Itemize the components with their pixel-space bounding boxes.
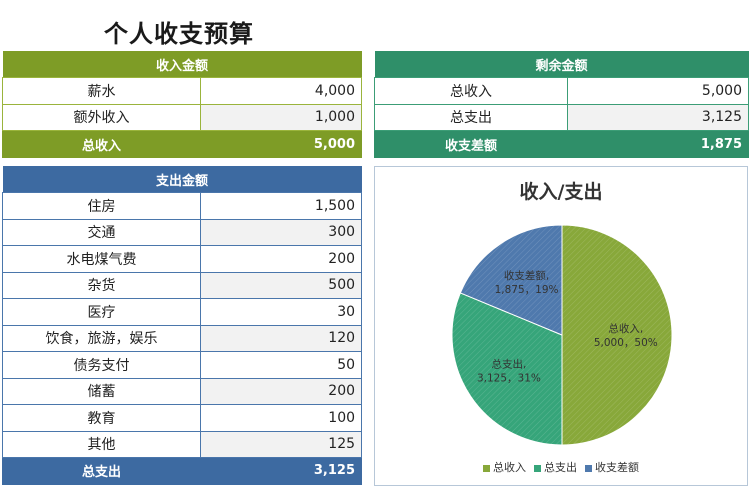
pie-data-label: 总收入, 5,000，50% [594,322,658,349]
expense-label[interactable]: 医疗 [2,298,201,326]
table-row: 杂货 500 [2,271,363,299]
expense-header: 支出金额 [2,166,362,193]
expense-label[interactable]: 水电煤气费 [2,245,201,273]
legend-swatch [585,464,592,472]
legend-swatch [534,464,541,472]
pie-slice-texture [452,292,562,445]
legend-item[interactable]: 总支出 [534,459,577,475]
expense-label[interactable]: 住房 [2,192,201,220]
expense-value[interactable]: 200 [199,377,363,405]
table-row: 其他 125 [2,430,363,458]
legend-label: 总收入 [493,461,526,474]
income-value[interactable]: 4,000 [199,77,363,105]
expense-value[interactable]: 1,500 [199,192,363,220]
table-row: 薪水 4,000 [2,77,363,105]
pie-svg: 总收入, 5,000，50% 总支出, 3,125，31% 收支差额, 1,875，19% [451,224,673,446]
expense-value[interactable]: 120 [199,324,363,352]
income-header: 收入金额 [2,51,362,78]
expense-total-value[interactable]: 3,125 [199,457,363,485]
pie-chart[interactable]: 收入/支出 总收入, 5,000，50% 总支出, 3,125，31% 收支差额, 1,8… [374,166,748,486]
expense-value[interactable]: 100 [199,404,363,432]
income-value[interactable]: 1,000 [199,103,363,132]
expense-label[interactable]: 交通 [2,218,201,246]
remain-value[interactable]: 3,125 [566,103,750,132]
expense-label[interactable]: 储蓄 [2,377,201,405]
remain-label[interactable]: 总支出 [374,103,568,132]
legend-item[interactable]: 收支差额 [585,459,639,475]
expense-value[interactable]: 500 [199,271,363,299]
table-row: 医疗 30 [2,298,363,326]
remain-total-row: 收支差额 1,875 [374,130,750,158]
legend-label: 收支差额 [595,461,639,474]
table-row: 总支出 3,125 [374,103,750,132]
expense-table: 支出金额 住房 1,500 交通 300 水电煤气费 200 杂货 500 医疗 30 饮食，旅游，… [2,166,363,485]
remain-value[interactable]: 5,000 [566,77,750,105]
expense-value[interactable]: 125 [199,430,363,458]
income-total-row: 总收入 5,000 [2,130,363,158]
chart-legend: 总收入 总支出 收支差额 [375,459,747,475]
expense-total-row: 总支出 3,125 [2,457,363,485]
remain-label[interactable]: 总收入 [374,77,568,105]
remain-table: 剩余金额 总收入 5,000 总支出 3,125 收支差额 1,875 [374,51,750,158]
chart-title: 收入/支出 [519,181,603,203]
pie-data-label: 总支出, 3,125，31% [477,357,541,384]
income-label[interactable]: 薪水 [2,77,201,105]
legend-item[interactable]: 总收入 [483,459,526,475]
table-row: 住房 1,500 [2,192,363,220]
table-row: 债务支付 50 [2,351,363,379]
remain-total-value[interactable]: 1,875 [566,130,750,158]
table-row: 储蓄 200 [2,377,363,405]
table-row: 额外收入 1,000 [2,103,363,132]
expense-label[interactable]: 教育 [2,404,201,432]
legend-swatch [483,464,490,472]
table-row: 教育 100 [2,404,363,432]
table-row: 水电煤气费 200 [2,245,363,273]
expense-label[interactable]: 其他 [2,430,201,458]
income-table: 收入金额 薪水 4,000 额外收入 1,000 总收入 5,000 [2,51,363,158]
expense-label[interactable]: 杂货 [2,271,201,299]
expense-total-label[interactable]: 总支出 [2,457,201,485]
pie-data-label: 收支差额, 1,875，19% [495,269,559,296]
pie-slice-texture [460,225,562,335]
income-total-label[interactable]: 总收入 [2,130,201,158]
expense-value[interactable]: 200 [199,245,363,273]
legend-label: 总支出 [544,461,577,474]
expense-value[interactable]: 50 [199,351,363,379]
expense-value[interactable]: 30 [199,298,363,326]
income-total-value[interactable]: 5,000 [199,130,363,158]
expense-label[interactable]: 饮食，旅游，娱乐 [2,324,201,352]
pie-slice-texture [562,225,672,445]
expense-label[interactable]: 债务支付 [2,351,201,379]
table-row: 交通 300 [2,218,363,246]
remain-total-label[interactable]: 收支差额 [374,130,568,158]
page-title: 个人收支预算 [104,20,254,48]
table-row: 饮食，旅游，娱乐 120 [2,324,363,352]
expense-value[interactable]: 300 [199,218,363,246]
income-label[interactable]: 额外收入 [2,103,201,132]
remain-header: 剩余金额 [374,51,749,78]
table-row: 总收入 5,000 [374,77,750,105]
